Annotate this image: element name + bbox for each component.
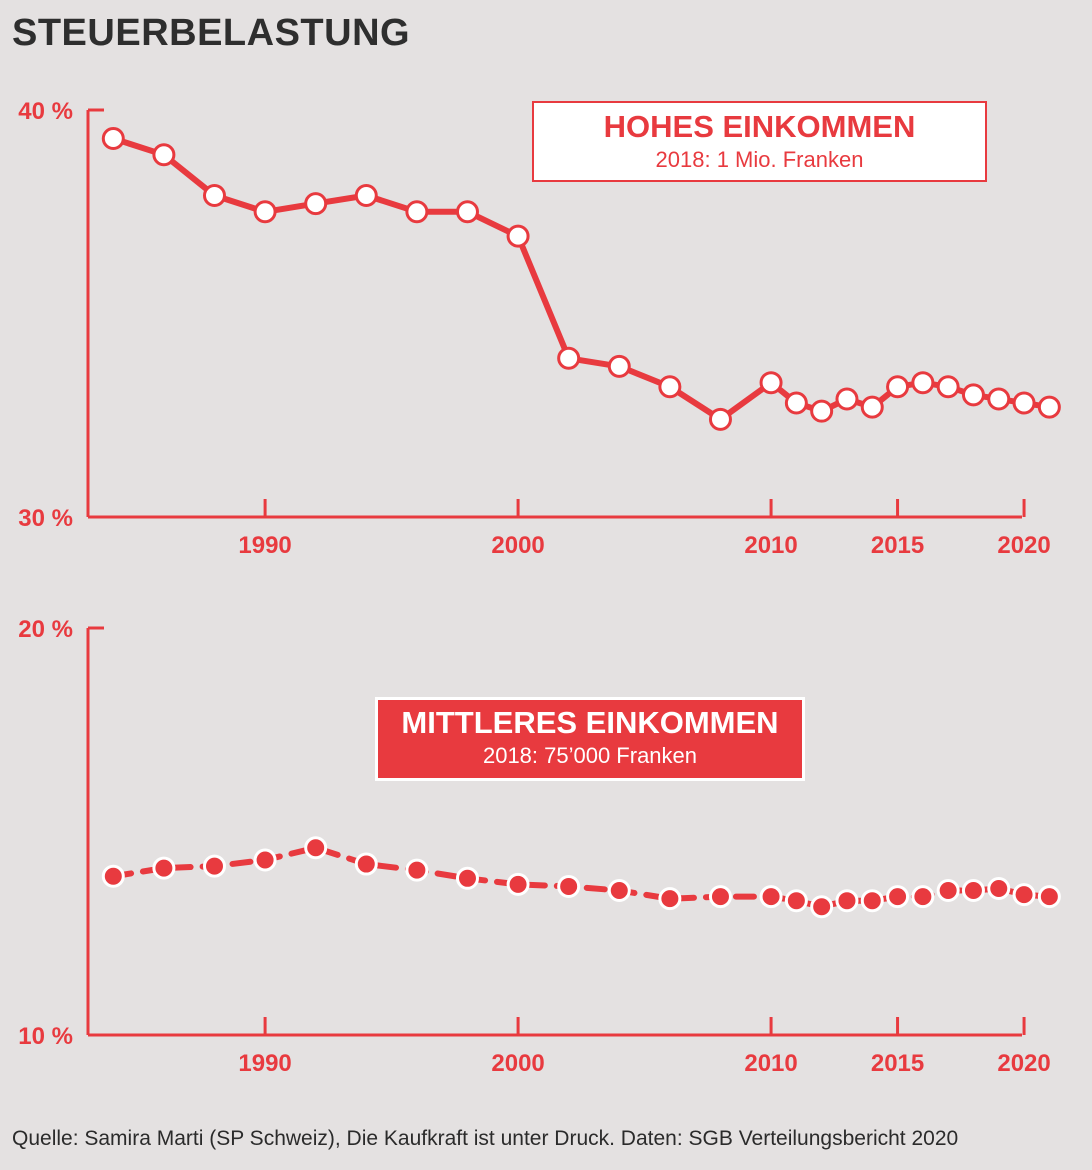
x-tick-label: 1990 [238,1050,291,1077]
data-point [938,881,958,901]
y-tick-label: 20 % [18,616,73,643]
data-point [761,887,781,907]
legend-subtitle: 2018: 1 Mio. Franken [534,147,985,173]
x-tick-label: 2010 [744,1050,797,1077]
data-point [356,854,376,874]
data-point [204,856,224,876]
data-point [457,868,477,888]
data-point [103,866,123,886]
data-point [710,887,730,907]
legend-title: HOHES EINKOMMEN [534,109,985,145]
data-point [255,850,275,870]
legend-hohes-einkommen: HOHES EINKOMMEN 2018: 1 Mio. Franken [532,101,987,182]
data-point [837,891,857,911]
data-point [306,838,326,858]
data-point [888,887,908,907]
x-tick-label: 2015 [871,1050,924,1077]
data-point [862,891,882,911]
data-point [812,897,832,917]
series-line [113,848,1049,907]
data-point [559,876,579,896]
x-tick-label: 2020 [997,1050,1050,1077]
data-point [609,881,629,901]
legend-title: MITTLERES EINKOMMEN [378,705,802,741]
data-point [989,878,1009,898]
data-point [963,881,983,901]
data-point [407,860,427,880]
x-tick-label: 2000 [491,1050,544,1077]
data-point [913,887,933,907]
data-point [660,889,680,909]
y-tick-label: 10 % [18,1023,73,1050]
data-point [154,858,174,878]
source-note: Quelle: Samira Marti (SP Schweiz), Die K… [12,1127,958,1151]
legend-mittleres-einkommen: MITTLERES EINKOMMEN 2018: 75’000 Franken [375,697,805,781]
data-point [1014,885,1034,905]
data-point [1039,887,1059,907]
data-point [786,891,806,911]
legend-subtitle: 2018: 75’000 Franken [378,743,802,769]
data-point [508,874,528,894]
